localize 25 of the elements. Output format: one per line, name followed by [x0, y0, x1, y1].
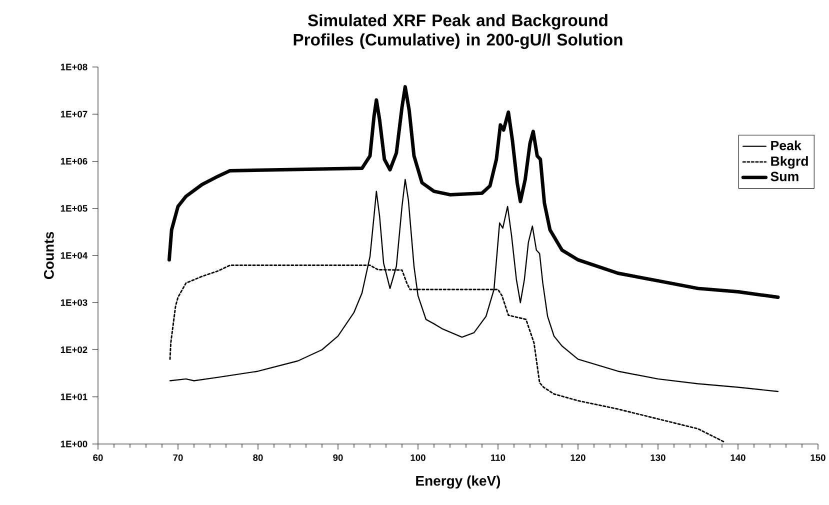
- y-tick-label: 1E+00: [60, 440, 88, 448]
- x-tick-label: 150: [810, 454, 826, 461]
- x-tick-label: 80: [253, 454, 263, 461]
- legend-label: Peak: [771, 140, 802, 150]
- x-axis-title: Energy (keV): [416, 476, 500, 489]
- y-tick-label: 1E+04: [60, 252, 88, 259]
- x-tick-label: 60: [93, 454, 103, 461]
- legend-label: Sum: [770, 172, 798, 182]
- y-tick-label: 1E+02: [60, 346, 88, 354]
- x-tick-label: 90: [333, 454, 343, 461]
- y-tick-label: 1E+07: [60, 110, 88, 118]
- chart-title: Simulated XRF Peak and Background Profiles (Cumulative) in 200-gU/l Solution: [294, 14, 622, 49]
- y-tick-label: 1E+01: [60, 394, 88, 400]
- y-axis-title: Counts: [44, 232, 54, 280]
- x-tick-label: 110: [491, 454, 506, 461]
- x-tick-label: 70: [173, 454, 183, 461]
- legend-label: Bkgrd: [771, 156, 808, 169]
- y-tick-label: 1E+06: [60, 158, 88, 165]
- x-tick-label: 140: [730, 454, 746, 461]
- x-tick-label: 130: [650, 454, 666, 461]
- x-tick-label: 100: [410, 454, 426, 461]
- y-tick-label: 1E+08: [60, 64, 88, 70]
- y-tick-label: 1E+03: [60, 299, 88, 306]
- y-tick-label: 1E+05: [60, 205, 88, 212]
- x-tick-label: 120: [570, 454, 586, 461]
